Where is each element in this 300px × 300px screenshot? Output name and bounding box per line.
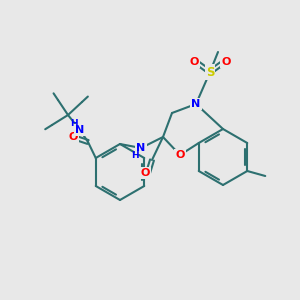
- Text: O: O: [140, 168, 150, 178]
- Text: H: H: [131, 151, 139, 160]
- Text: O: O: [221, 57, 231, 67]
- Text: O: O: [68, 132, 78, 142]
- Text: O: O: [175, 150, 185, 160]
- Text: N: N: [191, 99, 201, 109]
- Text: H: H: [70, 118, 78, 127]
- Text: S: S: [206, 65, 214, 79]
- Text: N: N: [136, 143, 146, 153]
- Text: N: N: [75, 125, 85, 135]
- Text: O: O: [189, 57, 199, 67]
